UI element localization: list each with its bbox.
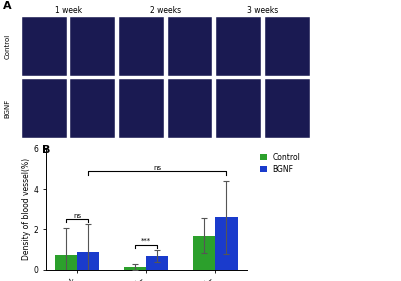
Bar (119, 17, 164, 76)
Text: Control: Control (5, 33, 11, 59)
Bar (215, 217, 237, 270)
Text: 1 week: 1 week (55, 6, 82, 15)
Bar (71, 79, 115, 138)
Bar (168, 79, 213, 138)
Text: A: A (3, 1, 12, 12)
Text: ***: *** (141, 238, 152, 244)
Legend: Control, BGNF: Control, BGNF (261, 153, 301, 174)
Text: ns: ns (153, 165, 162, 171)
Text: ns: ns (73, 213, 81, 219)
Bar (265, 17, 310, 76)
Bar (216, 79, 261, 138)
Y-axis label: Density of blood vessel(%): Density of blood vessel(%) (22, 158, 31, 260)
Bar (168, 17, 213, 76)
Bar (77, 252, 99, 270)
Bar (119, 79, 164, 138)
Bar (193, 235, 215, 270)
Bar (71, 17, 115, 76)
Bar (265, 79, 310, 138)
Text: 3 weeks: 3 weeks (247, 6, 279, 15)
Bar (22, 79, 67, 138)
Bar (22, 17, 67, 76)
Bar (55, 255, 77, 270)
Text: BGNF: BGNF (5, 99, 11, 118)
Text: 2 weeks: 2 weeks (150, 6, 181, 15)
Bar (146, 256, 168, 270)
Bar (216, 17, 261, 76)
Bar (124, 267, 146, 270)
Text: B: B (42, 145, 51, 155)
